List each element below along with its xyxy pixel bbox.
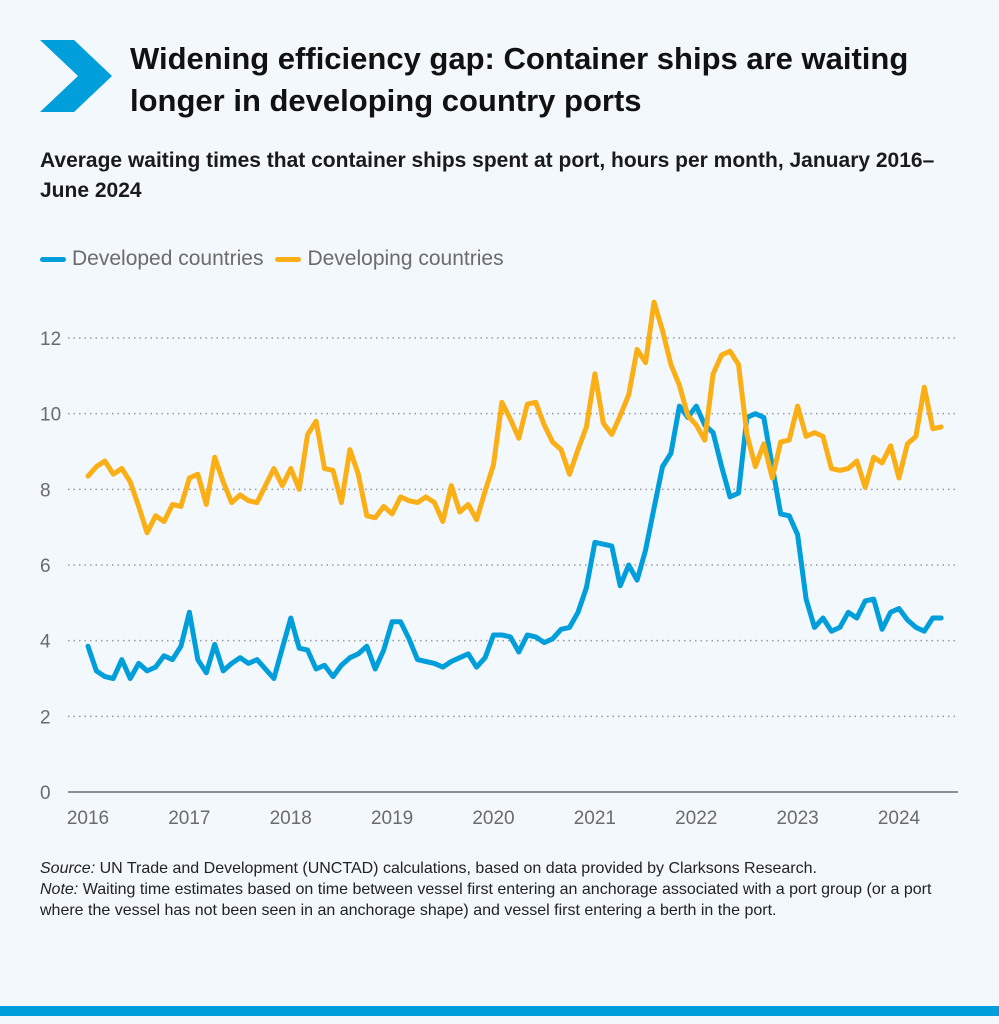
legend-item-developing: Developing countries (275, 247, 504, 271)
legend-swatch-developed (40, 256, 66, 262)
note-label: Note: (40, 881, 79, 898)
legend-label-developed: Developed countries (72, 247, 264, 270)
legend: Developed countries Developing countries (40, 247, 516, 271)
line-chart: 0 2 4 6 8 10 12 2016 2017 2018 2019 2020 2021 2022 202… (40, 299, 958, 829)
method-note: Note: Waiting time estimates based on ti… (40, 879, 940, 921)
x-tick-label: 2021 (574, 808, 616, 829)
legend-swatch-developing (275, 256, 302, 262)
x-tick-label: 2017 (168, 808, 210, 829)
x-tick-label: 2022 (675, 808, 717, 829)
source-text: UN Trade and Development (UNCTAD) calcul… (95, 860, 817, 877)
note-text: Waiting time estimates based on time bet… (40, 881, 932, 919)
series-line-developed (85, 403, 944, 681)
y-tick-label: 0 (40, 783, 51, 804)
y-tick-label: 6 (40, 556, 51, 577)
chevron-right-icon (40, 40, 112, 112)
x-tick-label: 2016 (67, 808, 109, 829)
y-tick-label: 12 (40, 329, 61, 350)
x-tick-label: 2019 (371, 808, 413, 829)
series-line-developing (85, 299, 944, 536)
chart-subtitle: Average waiting times that container shi… (40, 149, 935, 202)
bottom-accent-bar (0, 1006, 999, 1016)
y-tick-label: 2 (40, 707, 51, 728)
source-label: Source: (40, 860, 96, 877)
y-tick-label: 8 (40, 480, 51, 501)
x-tick-label: 2020 (472, 808, 514, 829)
y-tick-label: 10 (40, 405, 61, 426)
legend-label-developing: Developing countries (307, 247, 504, 270)
y-tick-label: 4 (40, 632, 51, 653)
chart-notes: Source: UN Trade and Development (UNCTAD… (40, 858, 940, 921)
chart-title: Widening efficiency gap: Container ships… (130, 41, 909, 118)
x-tick-label: 2023 (776, 808, 818, 829)
x-tick-label: 2024 (878, 808, 921, 829)
x-tick-label: 2018 (270, 808, 312, 829)
source-note: Source: UN Trade and Development (UNCTAD… (40, 858, 940, 879)
legend-item-developed: Developed countries (40, 247, 263, 271)
